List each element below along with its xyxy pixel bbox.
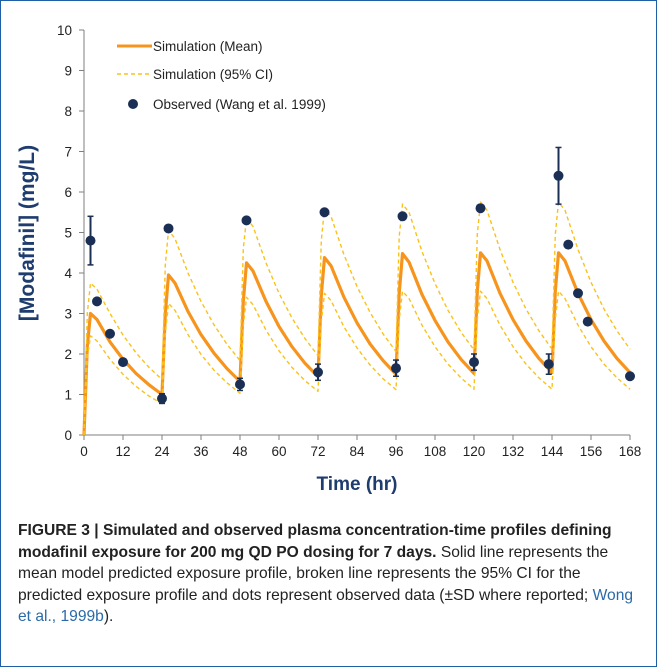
y-tick-label: 7 <box>64 145 72 160</box>
observed-point <box>475 203 486 214</box>
y-tick-label: 2 <box>64 347 72 362</box>
observed-point <box>563 239 574 250</box>
x-tick-label: 84 <box>349 444 365 459</box>
y-tick-label: 3 <box>64 307 72 322</box>
x-axis-label: Time (hr) <box>317 474 398 495</box>
x-tick-label: 36 <box>193 444 208 459</box>
observed-point <box>469 357 479 368</box>
observed-point <box>319 207 330 218</box>
x-tick-label: 156 <box>580 444 603 459</box>
observed-point <box>92 296 102 307</box>
axes: 0 12 24 36 48 60 72 84 96 108 120 132 144 156 16801234… <box>57 23 641 459</box>
x-tick-label: 24 <box>154 444 170 459</box>
x-tick-label: 108 <box>424 444 447 459</box>
x-tick-label: 0 <box>80 444 88 459</box>
series-layer <box>82 146 635 436</box>
y-tick-label: 0 <box>64 428 72 443</box>
observed-point <box>235 379 245 390</box>
observed-point <box>582 316 593 327</box>
observed-point <box>553 170 564 181</box>
legend: Simulation (Mean) Simulation (95% CI) Ob… <box>117 39 326 112</box>
x-tick-label: 144 <box>541 444 564 459</box>
observed-point <box>543 359 554 370</box>
observed-point <box>397 211 408 222</box>
modafinil-chart: 0 12 24 36 48 60 72 84 96 108 120 132 144 156 16801234… <box>16 23 641 495</box>
y-tick-label: 8 <box>64 104 72 119</box>
y-tick-label: 4 <box>64 266 72 281</box>
x-tick-label: 12 <box>115 444 130 459</box>
y-tick-label: 1 <box>64 388 72 403</box>
observed-point <box>625 371 635 382</box>
y-tick-label: 10 <box>57 23 72 38</box>
ci-upper-line <box>83 201 631 436</box>
legend-observed-marker <box>128 99 138 109</box>
x-tick-label: 132 <box>502 444 525 459</box>
observed-point <box>118 357 128 368</box>
caption-text: Solid line represents the mean model pre… <box>18 543 609 604</box>
legend-ci-label: Simulation (95% CI) <box>153 67 273 82</box>
observed-point <box>241 215 252 226</box>
y-axis-label: [Modafinil] (mg/L) <box>16 145 39 321</box>
observed-point <box>157 393 167 404</box>
x-tick-label: 96 <box>388 444 403 459</box>
observed-point <box>105 328 115 339</box>
x-tick-label: 60 <box>271 444 286 459</box>
ci-lower-line <box>83 290 631 436</box>
y-tick-label: 6 <box>64 185 72 200</box>
y-tick-label: 5 <box>64 226 72 241</box>
observed-point <box>313 367 323 378</box>
legend-mean-label: Simulation (Mean) <box>153 39 263 54</box>
legend-observed-label: Observed (Wang et al. 1999) <box>153 97 326 112</box>
x-tick-label: 120 <box>463 444 486 459</box>
caption-reference-link[interactable]: Wong et al., 1999b <box>18 586 634 626</box>
x-tick-label: 72 <box>310 444 325 459</box>
y-tick-label: 9 <box>64 64 72 79</box>
observed-point <box>391 363 401 374</box>
caption-end: ). <box>103 608 114 625</box>
observed-point <box>85 235 96 246</box>
caption-title: FIGURE 3 | Simulated and observed plasma… <box>18 522 612 561</box>
x-tick-label: 168 <box>619 444 642 459</box>
figure-caption: FIGURE 3 | Simulated and observed plasma… <box>18 520 643 628</box>
observed-point <box>573 288 583 299</box>
x-tick-label: 48 <box>232 444 247 459</box>
observed-point <box>163 223 174 234</box>
mean-line <box>82 251 632 436</box>
